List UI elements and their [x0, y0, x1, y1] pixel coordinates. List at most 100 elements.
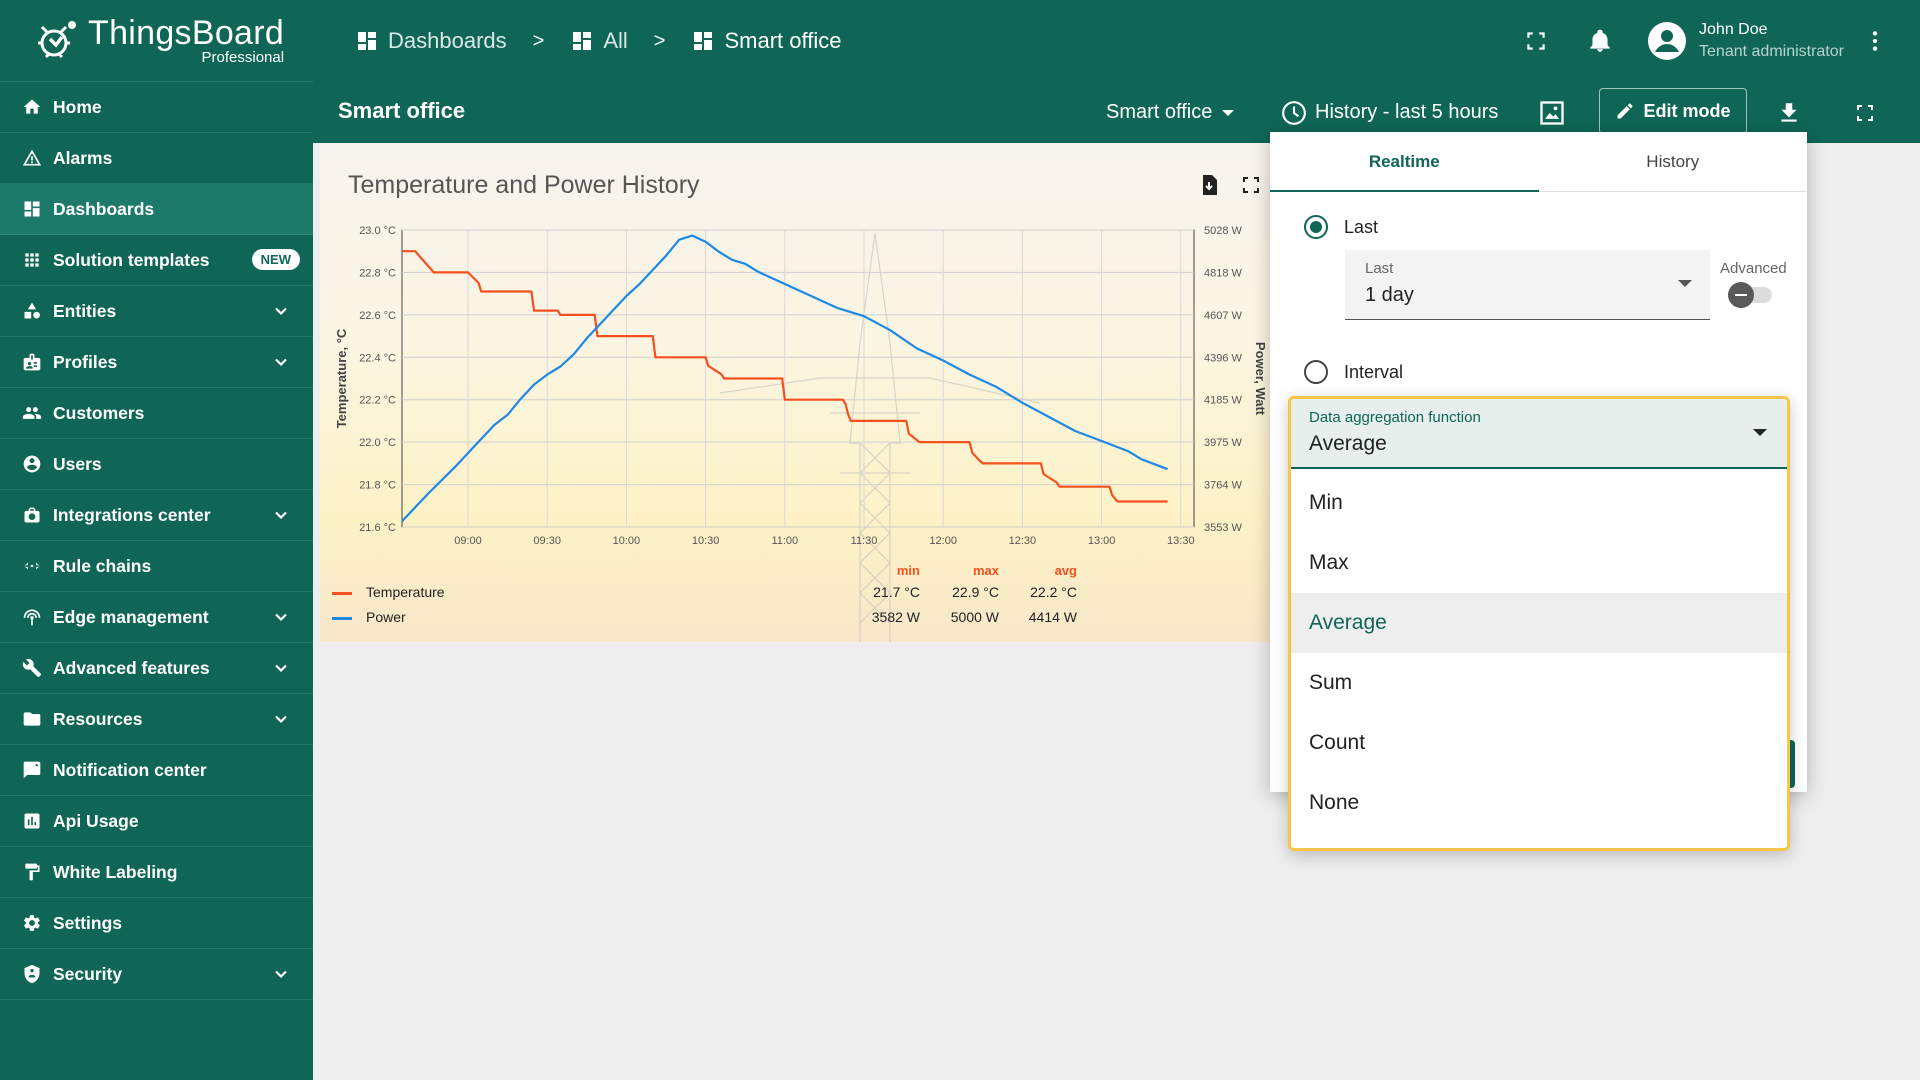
home-icon [20, 95, 44, 119]
sidebar-item-security[interactable]: Security [0, 949, 313, 1000]
sidebar-item-users[interactable]: Users [0, 439, 313, 490]
download-icon [1781, 102, 1797, 122]
sidebar-item-label: Advanced features [53, 657, 210, 678]
x-tick-label: 12:30 [1009, 535, 1037, 547]
y-tick-label: 22.6 °C [359, 310, 396, 322]
x-tick-label: 11:30 [851, 535, 878, 547]
option-sum[interactable]: Sum [1309, 671, 1353, 694]
radio-interval[interactable]: Interval [1304, 360, 1403, 384]
breadcrumb: Dashboards > All > Smart office [355, 0, 841, 82]
sidebar-item-entities[interactable]: Entities [0, 286, 313, 337]
power-tower-background [719, 232, 1041, 642]
sidebar-item-label: Dashboards [53, 198, 155, 219]
field-value: 1 day [1365, 284, 1414, 306]
sidebar-item-advanced-features[interactable]: Advanced features [0, 643, 313, 694]
sidebar-item-settings[interactable]: Settings [0, 898, 313, 949]
bell-icon[interactable] [1587, 28, 1613, 54]
fullscreen-icon[interactable] [1523, 28, 1549, 54]
tab-history[interactable]: History [1646, 151, 1700, 171]
y2-tick-label: 5028 W [1204, 225, 1243, 237]
legend-value-max: 5000 W [950, 609, 999, 625]
aggregation-field[interactable]: Data aggregation function Average [1291, 399, 1787, 469]
download-button[interactable] [1776, 82, 1802, 143]
chevron-down-icon[interactable] [271, 607, 291, 627]
fullscreen-icon[interactable] [1239, 173, 1263, 197]
breadcrumb-separator: > [532, 29, 545, 52]
last-duration-select[interactable]: Last 1 day [1345, 250, 1710, 320]
sidebar-item-white-labeling[interactable]: White Labeling [0, 847, 313, 898]
legend-label[interactable]: Temperature [366, 584, 445, 600]
state-select-label: Smart office [1106, 101, 1213, 123]
apps-icon [20, 248, 44, 272]
sidebar-item-label: Edge management [53, 606, 209, 627]
dashboard-icon [358, 32, 376, 50]
legend-value-min: 3582 W [871, 609, 920, 625]
gear-icon [20, 911, 44, 935]
dashboard-toolbar: Smart office Smart office History - last… [313, 82, 1920, 143]
rule-chain-icon [20, 554, 44, 578]
aggregation-options: Min Max Average Sum Count None [1291, 469, 1787, 833]
sidebar-item-profiles[interactable]: Profiles [0, 337, 313, 388]
export-image-button[interactable] [1538, 82, 1566, 143]
y-axis-title: Temperature, °C [334, 328, 349, 428]
option-average[interactable]: Average [1291, 593, 1787, 653]
timewindow-button[interactable]: History - last 5 hours [1281, 82, 1498, 143]
chevron-down-icon[interactable] [271, 964, 291, 984]
fullscreen-icon [1857, 104, 1873, 121]
breadcrumb-item-dashboards[interactable]: Dashboards [355, 28, 507, 54]
chevron-down-icon[interactable] [271, 505, 291, 525]
tab-realtime[interactable]: Realtime [1270, 132, 1539, 192]
y-tick-label: 21.8 °C [359, 480, 396, 492]
sidebar-item-label: Entities [53, 300, 117, 321]
y2-tick-label: 4396 W [1204, 352, 1243, 364]
sidebar-item-home[interactable]: Home [0, 82, 313, 133]
option-max[interactable]: Max [1309, 551, 1349, 574]
radio-last[interactable]: Last [1304, 215, 1378, 239]
x-tick-label: 11:00 [771, 535, 798, 547]
sidebar-item-rule-chains[interactable]: Rule chains [0, 541, 313, 592]
option-min[interactable]: Min [1309, 491, 1343, 514]
chevron-down-icon[interactable] [271, 709, 291, 729]
more-vert-icon[interactable] [1862, 28, 1888, 54]
sidebar-item-notification-center[interactable]: Notification center [0, 745, 313, 796]
sidebar-item-solution-templates[interactable]: Solution templates NEW [0, 235, 313, 286]
breadcrumb-label: Dashboards [388, 28, 507, 53]
warning-icon [20, 146, 44, 170]
chevron-down-icon[interactable] [271, 301, 291, 321]
sidebar-item-alarms[interactable]: Alarms [0, 133, 313, 184]
option-none[interactable]: None [1309, 791, 1360, 814]
update-button-edge[interactable] [1785, 740, 1795, 788]
sidebar: ThingsBoard Professional Home Alarms Dashb… [0, 0, 313, 1080]
dashboard-fullscreen-button[interactable] [1853, 82, 1877, 143]
dashboard-state-select[interactable]: Smart office [1106, 82, 1235, 143]
avatar [1648, 22, 1687, 60]
y2-axis-title: Power, Watt [1253, 342, 1268, 416]
breadcrumb-item-all[interactable]: All [570, 28, 628, 54]
sidebar-item-dashboards[interactable]: Dashboards [0, 184, 313, 235]
folder-icon [20, 707, 44, 731]
user-menu[interactable]: John Doe Tenant administrator [1647, 21, 1844, 61]
sidebar-item-label: Customers [53, 402, 145, 423]
chevron-down-icon[interactable] [271, 658, 291, 678]
brand-title: ThingsBoard [88, 14, 285, 52]
export-csv-icon[interactable] [1197, 173, 1221, 197]
legend-value-avg: 4414 W [1028, 609, 1077, 625]
aggregation-select: Data aggregation function Average Min Max… [1288, 396, 1790, 851]
sidebar-item-resources[interactable]: Resources [0, 694, 313, 745]
sidebar-item-customers[interactable]: Customers [0, 388, 313, 439]
sidebar-item-edge-management[interactable]: Edge management [0, 592, 313, 643]
sidebar-item-integrations-center[interactable]: Integrations center [0, 490, 313, 541]
legend-value-max: 22.9 °C [952, 584, 999, 600]
chevron-down-icon[interactable] [271, 352, 291, 372]
sidebar-item-label: Profiles [53, 351, 118, 372]
y-tick-label: 22.8 °C [359, 267, 396, 279]
radio-unchecked-icon [1304, 360, 1328, 384]
sidebar-item-label: Security [53, 963, 123, 984]
sidebar-item-api-usage[interactable]: Api Usage [0, 796, 313, 847]
option-count[interactable]: Count [1309, 731, 1366, 754]
logo[interactable]: ThingsBoard Professional [0, 0, 313, 82]
advanced-toggle[interactable] [1728, 282, 1772, 308]
edit-mode-button[interactable]: Edit mode [1599, 88, 1747, 134]
legend-label[interactable]: Power [366, 609, 406, 625]
chart-icon [20, 809, 44, 833]
